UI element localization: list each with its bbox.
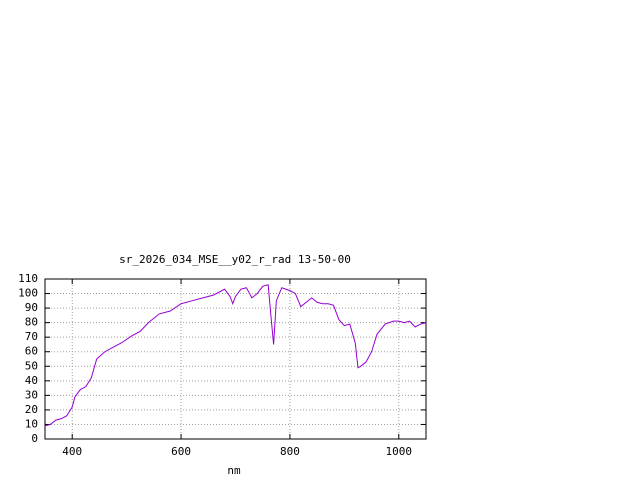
- x-tick-label: 600: [171, 445, 191, 458]
- y-tick-label: 70: [25, 330, 38, 343]
- y-tick-label: 110: [18, 272, 38, 285]
- data-line: [44, 284, 427, 427]
- y-tick-label: 10: [25, 417, 38, 430]
- y-tick-label: 40: [25, 374, 38, 387]
- chart-title: sr_2026_034_MSE__y02_r_rad 13-50-00: [119, 253, 351, 266]
- x-tick-label: 400: [62, 445, 82, 458]
- x-tick-label: 1000: [386, 445, 413, 458]
- y-tick-label: 100: [18, 287, 38, 300]
- y-tick-label: 30: [25, 388, 38, 401]
- y-tick-label: 90: [25, 301, 38, 314]
- y-tick-label: 60: [25, 345, 38, 358]
- y-tick-label: 0: [31, 432, 38, 445]
- y-tick-label: 50: [25, 359, 38, 372]
- y-tick-label: 20: [25, 403, 38, 416]
- x-axis-label: nm: [227, 464, 241, 477]
- y-tick-label: 80: [25, 316, 38, 329]
- x-tick-label: 800: [280, 445, 300, 458]
- plot-frame: [44, 278, 427, 440]
